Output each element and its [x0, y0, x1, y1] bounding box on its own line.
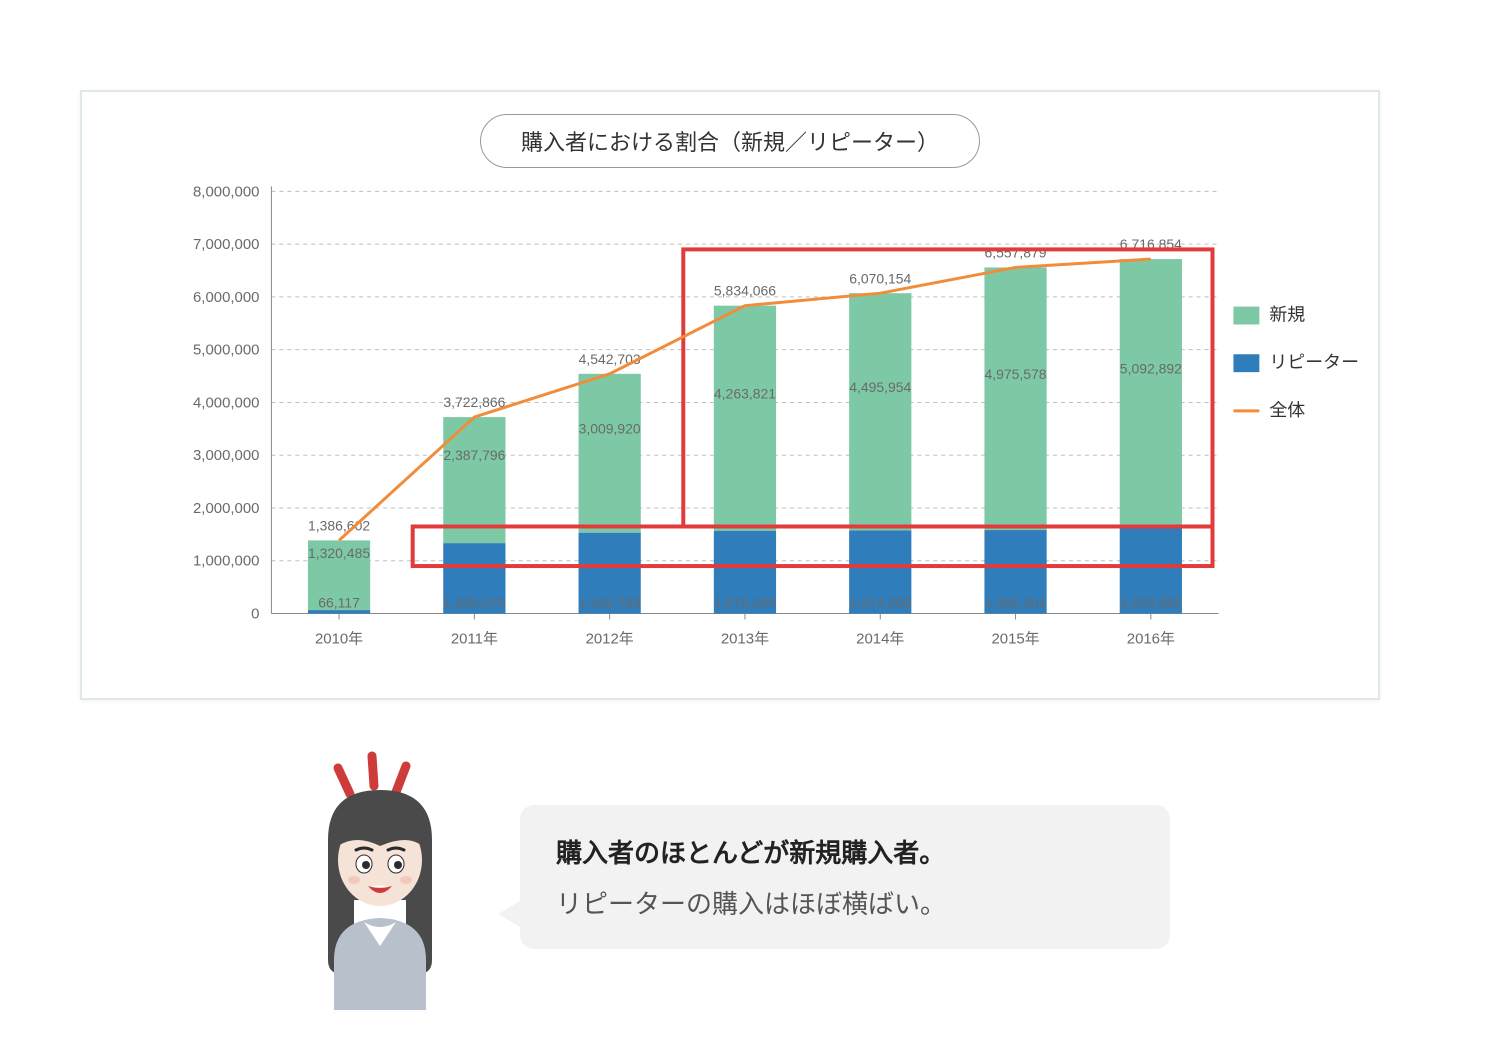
label-repeater: 66,117	[318, 595, 360, 611]
person-avatar-icon	[280, 750, 480, 1010]
legend-swatch	[1233, 307, 1259, 325]
bubble-headline: 購入者のほとんどが新規購入者。	[556, 833, 1134, 870]
x-category-label: 2016年	[1127, 630, 1175, 647]
bar-new	[1120, 259, 1182, 528]
x-category-label: 2010年	[315, 630, 363, 647]
commentary-section: 購入者のほとんどが新規購入者。 リピーターの購入はほぼ横ばい。	[260, 750, 1260, 1010]
y-tick-label: 6,000,000	[193, 289, 259, 306]
label-repeater: 1,623,962	[1120, 595, 1182, 611]
bar-new	[984, 267, 1046, 530]
y-tick-label: 1,000,000	[193, 553, 259, 570]
legend-swatch	[1233, 354, 1259, 372]
y-tick-label: 2,000,000	[193, 500, 259, 517]
chart-panel: 購入者における割合（新規／リピーター） 01,000,0002,000,0003…	[80, 90, 1380, 700]
label-total: 4,542,703	[579, 351, 641, 367]
y-tick-label: 0	[251, 606, 259, 623]
label-new: 4,975,578	[985, 366, 1047, 382]
bar-new	[849, 293, 911, 530]
y-tick-label: 7,000,000	[193, 236, 259, 253]
label-total: 3,722,866	[443, 394, 505, 410]
x-category-label: 2013年	[721, 630, 769, 647]
y-tick-label: 3,000,000	[193, 447, 259, 464]
label-new: 4,495,954	[849, 379, 911, 395]
label-repeater: 1,570,245	[714, 595, 776, 611]
chart-plot: 0 1,000,000 2,000,000 3,000,000 4,000,000 5,0…	[82, 92, 1378, 698]
bar-new	[714, 306, 776, 531]
speech-bubble: 購入者のほとんどが新規購入者。 リピーターの購入はほぼ横ばい。	[520, 805, 1170, 949]
y-tick-label: 8,000,000	[193, 183, 259, 200]
label-total: 6,070,154	[849, 270, 911, 286]
y-tick-label: 4,000,000	[193, 394, 259, 411]
x-category-label: 2012年	[586, 630, 634, 647]
label-repeater: 1,582,301	[985, 595, 1047, 611]
label-repeater: 1,574,200	[849, 595, 911, 611]
bubble-subline: リピーターの購入はほぼ横ばい。	[556, 884, 1134, 921]
highlight-box	[413, 526, 1213, 566]
y-tick-label: 5,000,000	[193, 342, 259, 359]
label-new: 2,387,796	[443, 447, 505, 463]
label-repeater: 1,335,070	[443, 595, 505, 611]
x-category-label: 2011年	[451, 630, 498, 647]
label-total: 5,834,066	[714, 283, 776, 299]
x-category-label: 2014年	[856, 630, 904, 647]
label-repeater: 1,532,783	[579, 595, 641, 611]
label-new: 3,009,920	[579, 420, 641, 436]
label-new: 4,263,821	[714, 385, 776, 401]
legend-label: 全体	[1269, 400, 1305, 420]
label-new: 1,320,485	[308, 545, 370, 561]
legend-label: リピーター	[1269, 352, 1359, 372]
bar-new	[579, 374, 641, 533]
label-new: 5,092,892	[1120, 361, 1182, 377]
legend-label: 新規	[1269, 305, 1305, 325]
x-category-label: 2015年	[991, 630, 1039, 647]
label-total: 6,557,879	[985, 245, 1047, 261]
